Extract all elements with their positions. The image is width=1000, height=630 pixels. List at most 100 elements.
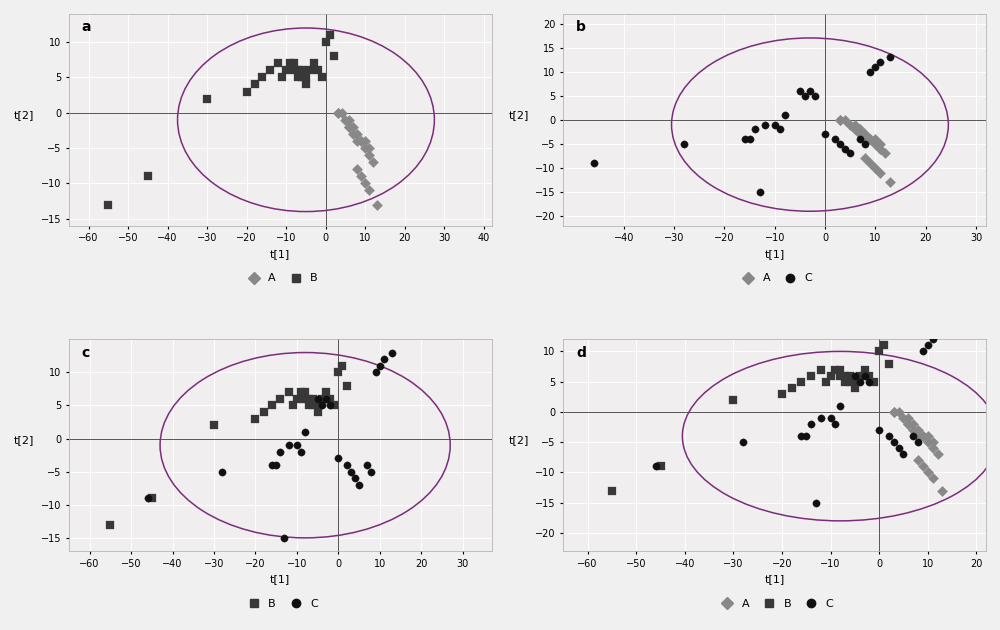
Point	[798, 431, 814, 441]
Point	[857, 370, 873, 381]
Point	[905, 425, 921, 435]
Y-axis label: t[2]: t[2]	[508, 110, 529, 120]
Point	[920, 437, 936, 447]
Point	[298, 79, 314, 89]
Point	[867, 62, 883, 72]
Point	[882, 177, 898, 187]
Point	[803, 419, 819, 429]
Point	[725, 395, 741, 405]
Point	[334, 361, 350, 371]
Text: d: d	[576, 346, 586, 360]
Point	[254, 72, 270, 83]
Point	[293, 387, 309, 398]
Point	[278, 66, 294, 76]
Point	[867, 134, 883, 144]
Point	[247, 414, 263, 424]
Point	[767, 120, 783, 130]
Point	[774, 389, 790, 399]
Point	[915, 431, 931, 441]
Point	[372, 361, 388, 371]
Point	[847, 370, 863, 381]
Point	[339, 381, 355, 391]
Point	[900, 419, 916, 429]
Point	[318, 387, 334, 398]
Point	[290, 66, 306, 76]
Point	[289, 440, 305, 450]
Point	[262, 66, 278, 76]
Point	[832, 365, 848, 375]
Point	[925, 335, 941, 345]
Point	[310, 394, 326, 404]
Point	[827, 419, 843, 429]
Point	[322, 30, 338, 40]
Point	[832, 370, 848, 381]
Point	[881, 431, 897, 441]
Y-axis label: t[2]: t[2]	[508, 435, 529, 445]
Point	[886, 407, 902, 417]
Point	[276, 533, 292, 543]
Point	[847, 120, 863, 130]
Point	[653, 461, 669, 471]
X-axis label: t[1]: t[1]	[765, 249, 785, 259]
Point	[264, 401, 280, 411]
Point	[353, 136, 369, 146]
X-axis label: t[1]: t[1]	[270, 249, 290, 259]
Point	[282, 58, 298, 68]
Point	[361, 185, 377, 195]
Point	[144, 493, 160, 503]
Point	[910, 425, 926, 435]
Point	[808, 498, 824, 508]
Point	[353, 136, 369, 146]
Point	[891, 443, 907, 453]
Point	[359, 460, 375, 470]
Point	[326, 51, 342, 61]
Point	[813, 413, 829, 423]
Text: a: a	[82, 20, 91, 34]
Point	[827, 134, 843, 144]
Point	[777, 110, 793, 120]
Point	[363, 467, 379, 477]
Point	[330, 108, 346, 118]
Point	[852, 129, 868, 139]
Point	[290, 72, 306, 83]
Point	[871, 425, 887, 435]
Point	[847, 377, 863, 387]
Point	[872, 144, 888, 154]
Point	[920, 340, 936, 350]
Point	[339, 460, 355, 470]
Point	[586, 158, 602, 168]
Point	[305, 401, 321, 411]
Point	[285, 401, 301, 411]
Point	[294, 72, 310, 83]
Point	[832, 115, 848, 125]
Point	[867, 163, 883, 173]
Point	[905, 419, 921, 429]
Point	[752, 187, 768, 197]
Text: c: c	[82, 346, 90, 360]
Point	[272, 447, 288, 457]
Point	[737, 134, 753, 144]
Point	[802, 86, 818, 96]
Point	[747, 124, 763, 134]
Point	[341, 122, 357, 132]
Point	[742, 134, 758, 144]
Point	[648, 461, 664, 471]
Point	[301, 394, 317, 404]
X-axis label: t[1]: t[1]	[270, 575, 290, 584]
Text: b: b	[576, 20, 586, 34]
Point	[264, 460, 280, 470]
Point	[140, 493, 156, 503]
Point	[322, 394, 338, 404]
Legend: A, C: A, C	[733, 269, 817, 288]
Point	[832, 139, 848, 149]
Point	[297, 427, 313, 437]
Point	[915, 346, 931, 357]
Point	[872, 57, 888, 67]
Point	[310, 66, 326, 76]
Point	[361, 143, 377, 153]
Point	[847, 382, 863, 392]
Point	[925, 474, 941, 484]
Point	[314, 394, 330, 404]
Point	[369, 200, 385, 210]
Point	[347, 473, 363, 483]
